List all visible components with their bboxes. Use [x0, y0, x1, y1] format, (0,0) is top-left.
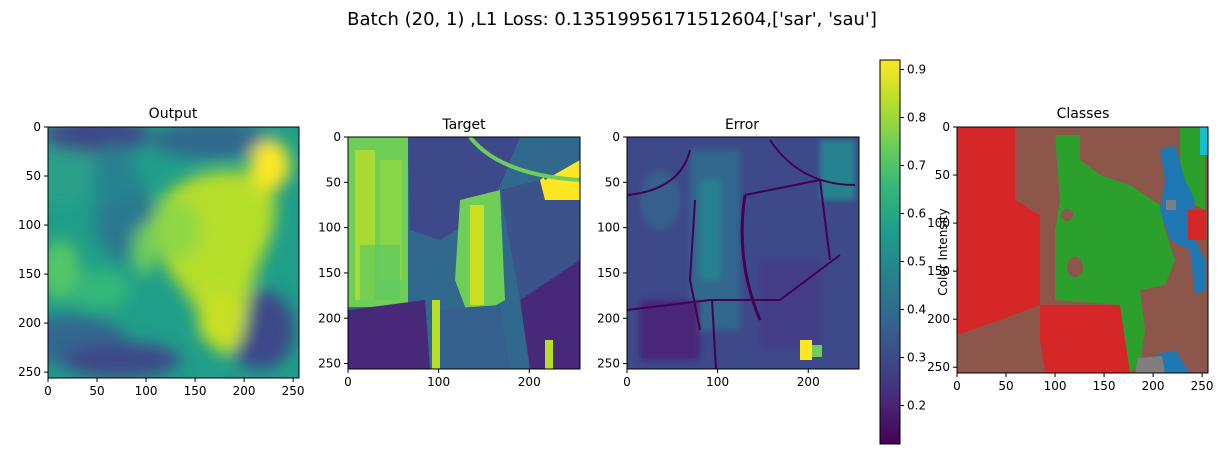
output-xtick-label: 150: [184, 384, 207, 398]
error-xtick-label: 200: [797, 375, 820, 389]
colorbar-tick-label: 0.3: [907, 351, 926, 365]
error-xtick-label: 100: [706, 375, 729, 389]
error-image: [627, 137, 859, 369]
error-ticks: 0 100 200 0 50 100 150 200 250: [597, 130, 820, 389]
classes-xtick-label: 250: [1191, 379, 1214, 393]
output-xtick-label: 0: [44, 384, 52, 398]
error-ytick-label: 50: [605, 175, 620, 189]
output-image: [48, 127, 299, 378]
colorbar-tick-label: 0.2: [907, 399, 926, 413]
target-image: [348, 137, 580, 369]
target-ytick-label: 150: [318, 266, 341, 280]
output-ytick-label: 0: [33, 120, 41, 134]
classes-ytick-label: 100: [927, 216, 950, 230]
target-xtick-label: 0: [344, 375, 352, 389]
error-ytick-label: 100: [597, 221, 620, 235]
error-ytick-label: 150: [597, 266, 620, 280]
output-ytick-label: 50: [26, 169, 41, 183]
colorbar-tick-label: 0.7: [907, 159, 926, 173]
error-title: Error: [725, 117, 759, 133]
error-ytick-label: 0: [612, 130, 620, 144]
classes-ytick-label: 0: [942, 120, 950, 134]
panel-error: Error 0 100 200 0 50 100 150 200 250: [597, 117, 860, 389]
output-ytick-label: 250: [18, 365, 41, 379]
error-ytick-label: 250: [597, 357, 620, 371]
classes-ytick-label: 50: [935, 168, 950, 182]
error-xtick-label: 0: [623, 375, 631, 389]
output-ytick-label: 150: [18, 267, 41, 281]
target-ytick-label: 250: [318, 357, 341, 371]
target-ytick-label: 0: [333, 130, 341, 144]
target-title: Target: [441, 117, 486, 133]
classes-image: [957, 127, 1208, 373]
colorbar-tick-label: 0.5: [907, 255, 926, 269]
classes-ytick-label: 150: [927, 264, 950, 278]
output-xtick-label: 50: [89, 384, 104, 398]
colorbar-tick-label: 0.4: [907, 303, 926, 317]
classes-title: Classes: [1057, 106, 1110, 122]
target-ytick-label: 200: [318, 311, 341, 325]
error-ytick-label: 200: [597, 311, 620, 325]
colorbar: 0.2 0.3 0.4 0.5 0.6 0.7 0.8 0.9: [879, 59, 926, 445]
target-ticks: 0 100 200 0 50 100 150 200 250: [318, 130, 541, 389]
colorbar-label: Color Intensity: [936, 208, 950, 295]
classes-ytick-label: 250: [927, 360, 950, 374]
classes-xtick-label: 0: [953, 379, 961, 393]
output-ytick-label: 200: [18, 316, 41, 330]
figure-suptitle: Batch (20, 1) ,L1 Loss: 0.13519956171512…: [347, 9, 877, 30]
classes-xtick-label: 100: [1044, 379, 1067, 393]
colorbar-tick-label: 0.8: [907, 111, 926, 125]
classes-ytick-label: 200: [927, 312, 950, 326]
output-ytick-label: 100: [18, 218, 41, 232]
target-ytick-label: 50: [326, 175, 341, 189]
classes-xtick-label: 50: [998, 379, 1013, 393]
output-title: Output: [149, 106, 198, 122]
output-xtick-label: 200: [233, 384, 256, 398]
target-xtick-label: 100: [427, 375, 450, 389]
colorbar-tick-label: 0.9: [907, 63, 926, 77]
classes-xtick-label: 200: [1142, 379, 1165, 393]
target-xtick-label: 200: [518, 375, 541, 389]
target-ytick-label: 100: [318, 221, 341, 235]
panel-target: Target 0 100 200 0 50 100 150 200 250: [318, 117, 581, 389]
colorbar-ticks: 0.2 0.3 0.4 0.5 0.6 0.7 0.8 0.9: [900, 63, 926, 413]
colorbar-gradient: [880, 60, 900, 444]
output-xtick-label: 250: [282, 384, 305, 398]
output-xtick-label: 100: [135, 384, 158, 398]
colorbar-tick-label: 0.6: [907, 207, 926, 221]
classes-xtick-label: 150: [1093, 379, 1116, 393]
